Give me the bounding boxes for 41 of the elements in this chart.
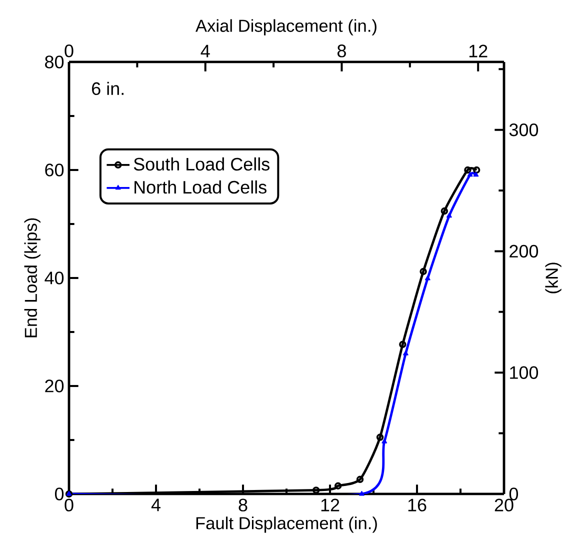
x2-tick-label: 0 bbox=[64, 44, 74, 58]
point bbox=[356, 476, 364, 484]
x-tick-label: 20 bbox=[494, 498, 514, 512]
x-tick-label: 12 bbox=[321, 498, 340, 512]
x2-tick-label: 12 bbox=[469, 44, 488, 58]
annotation: 6 in. bbox=[92, 82, 124, 96]
x-axis-title: Fault Displacement (in.) bbox=[196, 516, 377, 533]
y-tick-label: 60 bbox=[45, 164, 64, 176]
y2-tick-label: 100 bbox=[510, 366, 538, 379]
y2-axis-title: (kN) bbox=[545, 262, 562, 294]
y2-tick-label: 200 bbox=[510, 244, 538, 258]
y-axis-title: End Load (kips) bbox=[24, 218, 40, 338]
y-tick-label: 80 bbox=[45, 56, 64, 68]
x2-axis-title: Axial Displacement (in.) bbox=[196, 19, 376, 36]
x2-tick-label: 8 bbox=[338, 44, 346, 58]
point bbox=[420, 268, 427, 276]
legend-label: South Load Cells bbox=[134, 157, 270, 171]
x-tick-label: 0 bbox=[64, 498, 74, 512]
x-tick-label: 16 bbox=[408, 498, 426, 512]
point bbox=[382, 438, 388, 444]
y2-tick-label: 0 bbox=[509, 488, 518, 500]
y-tick-label: 0 bbox=[54, 488, 64, 500]
point bbox=[359, 490, 364, 496]
x-tick-label: 4 bbox=[151, 498, 160, 512]
point bbox=[399, 340, 406, 348]
point bbox=[424, 275, 430, 280]
point bbox=[376, 434, 384, 441]
point bbox=[440, 207, 448, 215]
point bbox=[334, 482, 342, 490]
x2-tick-label: 4 bbox=[200, 44, 210, 58]
legend-label: North Load Cells bbox=[134, 180, 266, 194]
point bbox=[312, 486, 320, 494]
y-tick-label: 20 bbox=[45, 380, 64, 392]
point bbox=[473, 172, 479, 177]
point bbox=[464, 166, 472, 174]
point bbox=[402, 350, 408, 356]
y-tick-label: 40 bbox=[44, 272, 64, 284]
point bbox=[467, 172, 473, 177]
y2-tick-label: 300 bbox=[509, 123, 538, 136]
point bbox=[446, 212, 452, 218]
x-tick-label: 8 bbox=[238, 498, 248, 512]
